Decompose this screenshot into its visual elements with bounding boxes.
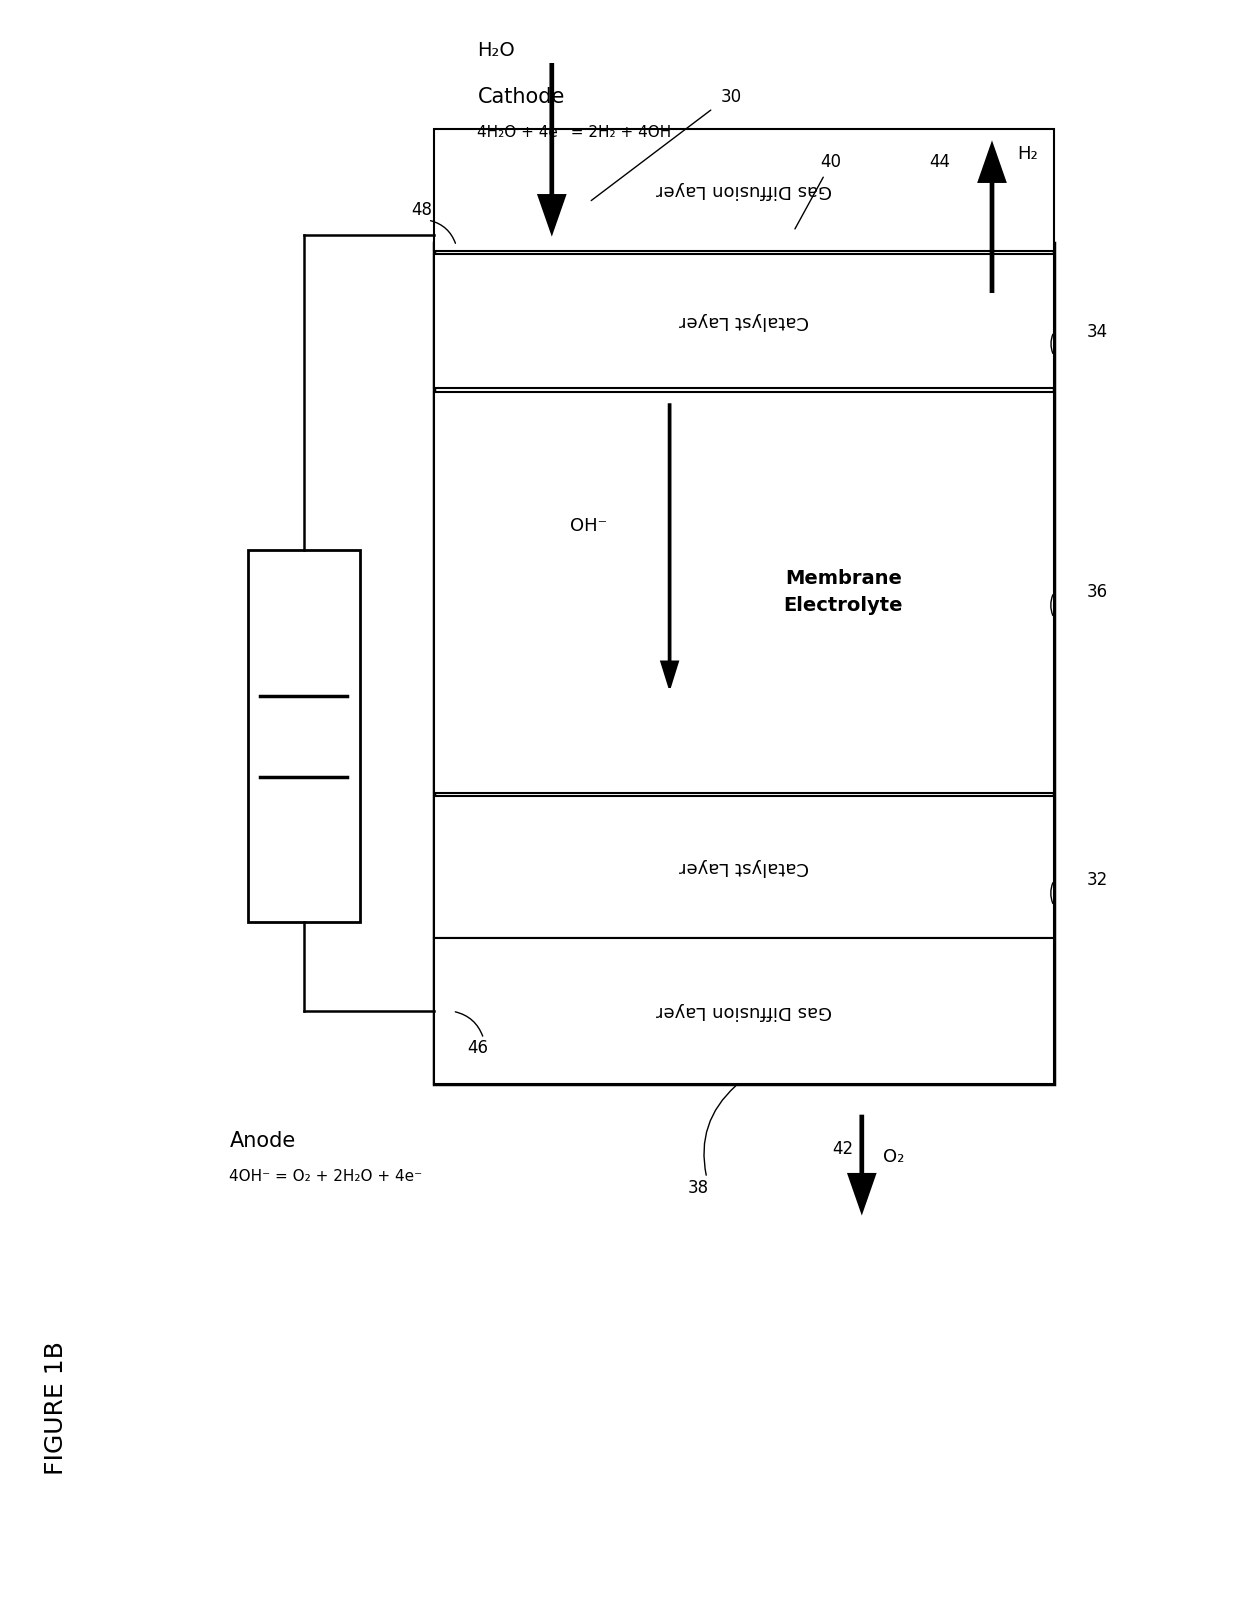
Text: 38: 38 — [687, 1178, 709, 1197]
Text: 32: 32 — [1086, 870, 1109, 890]
Text: 4OH⁻ = O₂ + 2H₂O + 4e⁻: 4OH⁻ = O₂ + 2H₂O + 4e⁻ — [229, 1168, 423, 1184]
FancyArrow shape — [849, 1116, 874, 1210]
Text: Gas Diffusion Layer: Gas Diffusion Layer — [656, 1002, 832, 1021]
FancyArrow shape — [980, 146, 1004, 291]
Text: 34: 34 — [1086, 322, 1109, 341]
Text: Membrane
Electrolyte: Membrane Electrolyte — [784, 570, 903, 615]
Text: Gas Diffusion Layer: Gas Diffusion Layer — [656, 181, 832, 199]
Bar — [434, 254, 1054, 388]
Bar — [434, 243, 1054, 1084]
Bar — [434, 938, 1054, 1084]
Text: O₂: O₂ — [883, 1147, 904, 1167]
Text: 30: 30 — [720, 87, 743, 107]
Bar — [248, 550, 360, 922]
Text: 4H₂O + 4e⁻ = 2H₂ + 4OH⁻: 4H₂O + 4e⁻ = 2H₂ + 4OH⁻ — [477, 125, 680, 141]
Text: 44: 44 — [930, 152, 950, 172]
Bar — [434, 796, 1054, 938]
Bar — [434, 129, 1054, 251]
Text: 36: 36 — [1086, 582, 1109, 602]
Text: OH⁻: OH⁻ — [570, 516, 608, 536]
Text: H₂O: H₂O — [477, 40, 515, 60]
FancyArrow shape — [662, 404, 677, 688]
Text: 46: 46 — [467, 1039, 487, 1058]
Text: 40: 40 — [821, 152, 841, 172]
Text: 48: 48 — [412, 201, 432, 220]
Text: FIGURE 1B: FIGURE 1B — [43, 1341, 68, 1474]
Text: H₂: H₂ — [1017, 144, 1038, 163]
Text: 42: 42 — [832, 1139, 854, 1158]
Text: Anode: Anode — [229, 1131, 295, 1150]
Text: Catalyst Layer: Catalyst Layer — [680, 858, 808, 877]
FancyArrow shape — [539, 65, 564, 231]
Text: Catalyst Layer: Catalyst Layer — [680, 312, 808, 330]
Text: Cathode: Cathode — [477, 87, 564, 107]
Bar — [434, 392, 1054, 793]
